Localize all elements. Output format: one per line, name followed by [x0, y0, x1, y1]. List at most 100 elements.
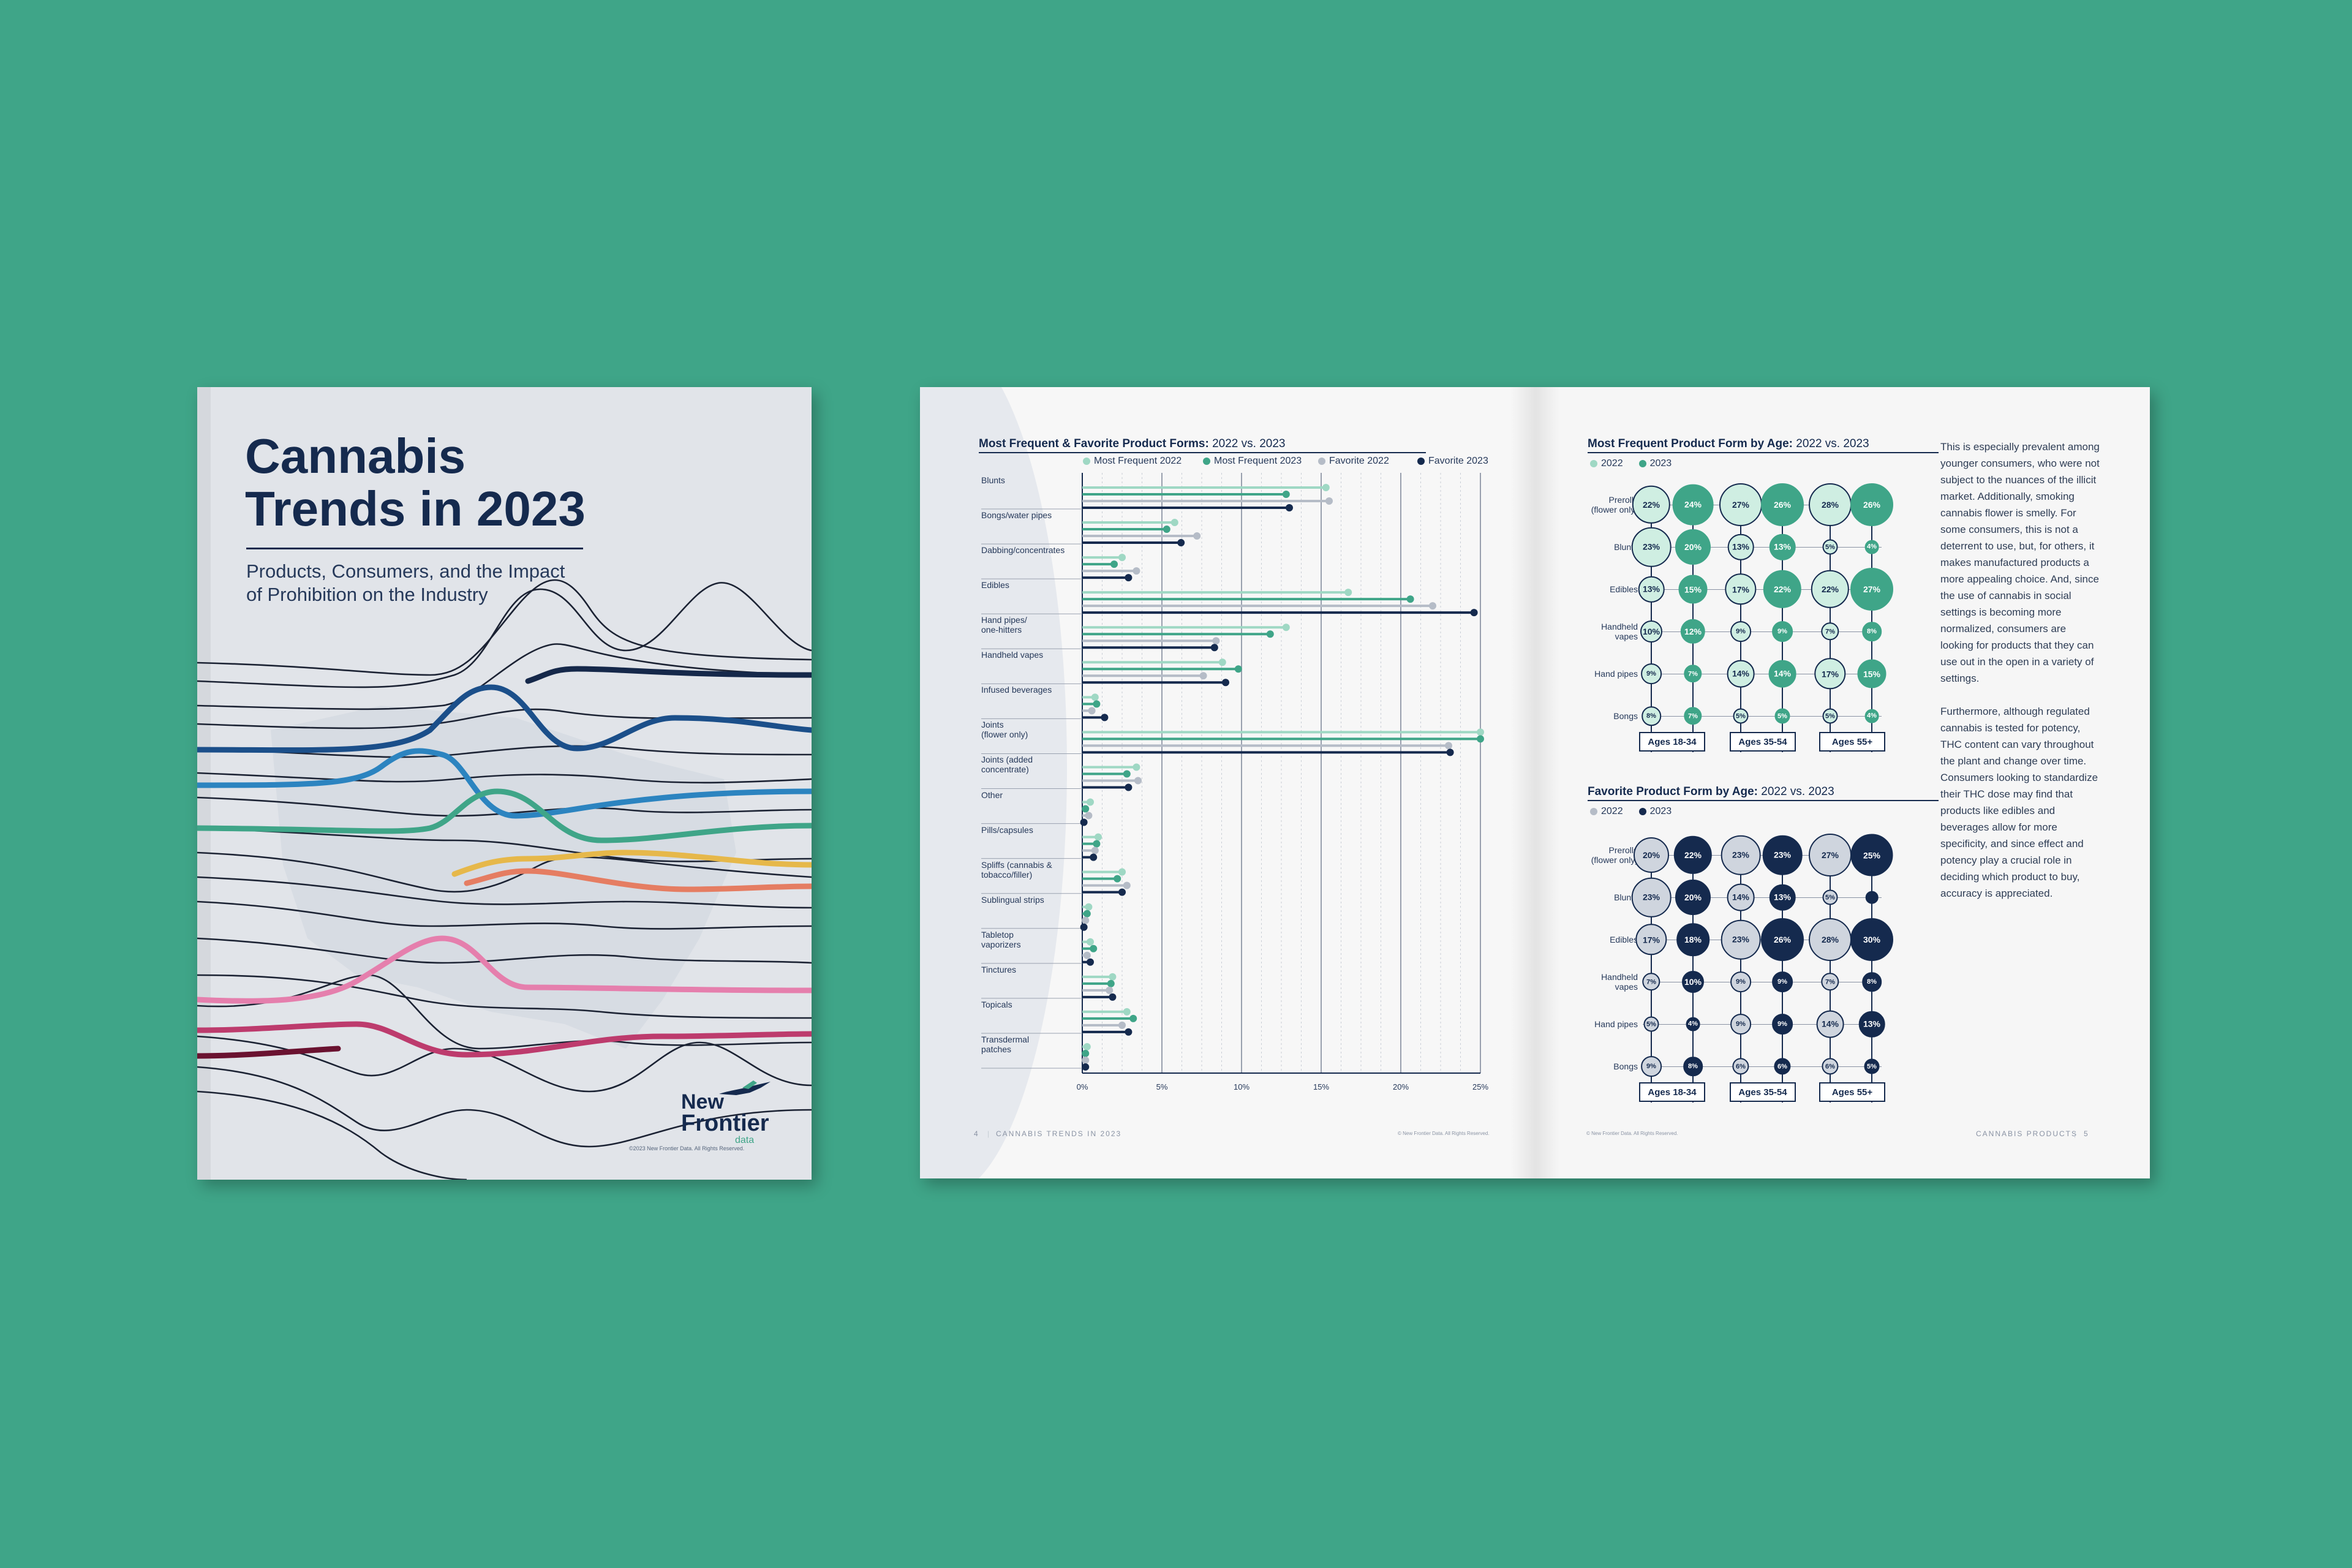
category-label: Other [981, 790, 1003, 800]
chart-title-rest: 2022 vs. 2023 [1208, 437, 1286, 450]
legend-item-favorite-2022: Favorite 2022 [1318, 456, 1389, 467]
lollipop-point [1129, 1014, 1137, 1022]
percentage-bubble: 28% [1809, 918, 1852, 961]
percentage-bubble [1865, 891, 1879, 904]
percentage-bubble: 7% [1821, 973, 1839, 991]
age-group-label: Ages 35-54 [1730, 732, 1796, 752]
lollipop-point [1163, 526, 1170, 533]
percentage-bubble: 4% [1686, 1017, 1700, 1031]
category-label: Spliffs (cannabis & tobacco/filler) [981, 859, 1052, 880]
percentage-bubble: 17% [1725, 573, 1757, 605]
legend-item-2023: 2023 [1638, 458, 1672, 469]
percentage-bubble: 26% [1761, 918, 1804, 961]
product-row-label: Handheld vapes [1601, 622, 1638, 641]
lollipop-point [1266, 630, 1274, 638]
x-tick-label: 0% [1076, 1082, 1088, 1091]
lollipop-point [1322, 484, 1330, 491]
percentage-bubble: 9% [1772, 621, 1793, 642]
plane-logo-icon [719, 1080, 771, 1095]
lollipop-point [1082, 1056, 1090, 1064]
left-page: Most Frequent & Favorite Product Forms: … [920, 387, 1535, 1178]
product-row-label: Hand pipes [1594, 1019, 1638, 1029]
percentage-bubble: 12% [1680, 619, 1706, 644]
lollipop-point [1082, 916, 1090, 924]
legend-label: Most Frequent 2022 [1094, 456, 1182, 466]
percentage-bubble: 15% [1678, 575, 1708, 604]
legend-item-favorite-2023: Favorite 2023 [1417, 456, 1488, 467]
percentage-bubble: 23% [1631, 877, 1672, 918]
legend-label: 2023 [1649, 458, 1672, 469]
lollipop-point [1107, 979, 1115, 987]
percentage-bubble: 23% [1762, 835, 1803, 875]
legend-label: Favorite 2023 [1428, 456, 1488, 466]
legend-label: 2023 [1649, 806, 1672, 816]
lollipop-point [1109, 973, 1117, 981]
percentage-bubble: 8% [1642, 706, 1661, 726]
lollipop-point [1477, 728, 1484, 736]
legend-swatch [1638, 460, 1646, 467]
legend-label: Favorite 2022 [1329, 456, 1389, 466]
lollipop-point [1082, 805, 1090, 813]
lollipop-point [1193, 532, 1201, 540]
legend-item-2022: 2022 [1590, 806, 1623, 817]
percentage-bubble: 8% [1683, 1057, 1703, 1076]
percentage-bubble: 18% [1676, 923, 1709, 956]
grid-row-line [1643, 1066, 1882, 1067]
report-cover: Cannabis Trends in 2023 Products, Consum… [197, 387, 812, 1180]
lollipop-point [1177, 539, 1185, 547]
chart-title-rule [979, 452, 1426, 453]
percentage-bubble: 10% [1682, 971, 1704, 993]
percentage-bubble: 27% [1719, 483, 1762, 526]
grid-row-line [1643, 547, 1882, 548]
percentage-bubble: 6% [1822, 1058, 1839, 1075]
legend-item-most-frequent-2022: Most Frequent 2022 [1083, 456, 1182, 467]
frequent-legend: 2022 2023 [1590, 458, 1672, 469]
favorite-legend: 2022 2023 [1590, 806, 1672, 817]
product-row-label: Prerolls (flower only) [1591, 495, 1638, 514]
grid-row-line [1643, 716, 1882, 717]
lollipop-point [1470, 609, 1478, 617]
right-footer-section: CANNABIS PRODUCTS [1976, 1129, 2078, 1138]
age-group-label: Ages 35-54 [1730, 1082, 1796, 1102]
percentage-bubble: 13% [1858, 1011, 1885, 1038]
lollipop-point [1090, 944, 1098, 952]
lollipop-point [1218, 658, 1226, 666]
product-row-label: Edibles [1610, 584, 1638, 594]
grid-connector-line [1651, 843, 1652, 1102]
category-label: Pills/capsules [981, 824, 1033, 835]
legend-swatch [1083, 458, 1090, 465]
category-label: Joints (added concentrate) [981, 755, 1033, 775]
percentage-bubble: 23% [1721, 835, 1761, 875]
percentage-bubble: 22% [1673, 835, 1713, 875]
right-page-number: 5 [2084, 1129, 2089, 1138]
body-paragraph-2: Furthermore, although regulated cannabis… [1940, 706, 2098, 899]
product-row-label: Edibles [1610, 935, 1638, 944]
product-forms-chart-title: Most Frequent & Favorite Product Forms: … [979, 437, 1285, 451]
legend-swatch [1638, 808, 1646, 815]
legend-swatch [1417, 458, 1425, 465]
percentage-bubble: 5% [1822, 889, 1838, 905]
body-paragraph-1: This is especially prevalent among young… [1940, 441, 2100, 684]
lollipop-point [1286, 504, 1293, 511]
percentage-bubble: 13% [1769, 884, 1796, 911]
lollipop-point [1087, 958, 1094, 966]
lollipop-point [1085, 812, 1093, 820]
percentage-bubble: 9% [1641, 663, 1662, 684]
x-tick-label: 10% [1233, 1082, 1250, 1091]
lollipop-point [1170, 519, 1178, 527]
favorite-title-bold: Favorite Product Form by Age: [1588, 785, 1758, 798]
category-label: Infused beverages [981, 685, 1052, 695]
percentage-bubble: 30% [1850, 918, 1893, 961]
percentage-bubble: 23% [1721, 919, 1761, 960]
new-frontier-data-logo: New Frontier data [669, 1079, 791, 1147]
lollipop-point [1118, 1021, 1126, 1029]
legend-label: 2022 [1601, 458, 1623, 469]
legend-item-2022: 2022 [1590, 458, 1623, 469]
us-map-silhouette [271, 706, 736, 1049]
lollipop-point [1091, 693, 1099, 701]
percentage-bubble: 9% [1772, 1014, 1793, 1035]
lollipop-point [1222, 679, 1229, 687]
percentage-bubble: 9% [1641, 1056, 1662, 1077]
legend-swatch [1203, 458, 1210, 465]
percentage-bubble: 4% [1864, 540, 1879, 554]
